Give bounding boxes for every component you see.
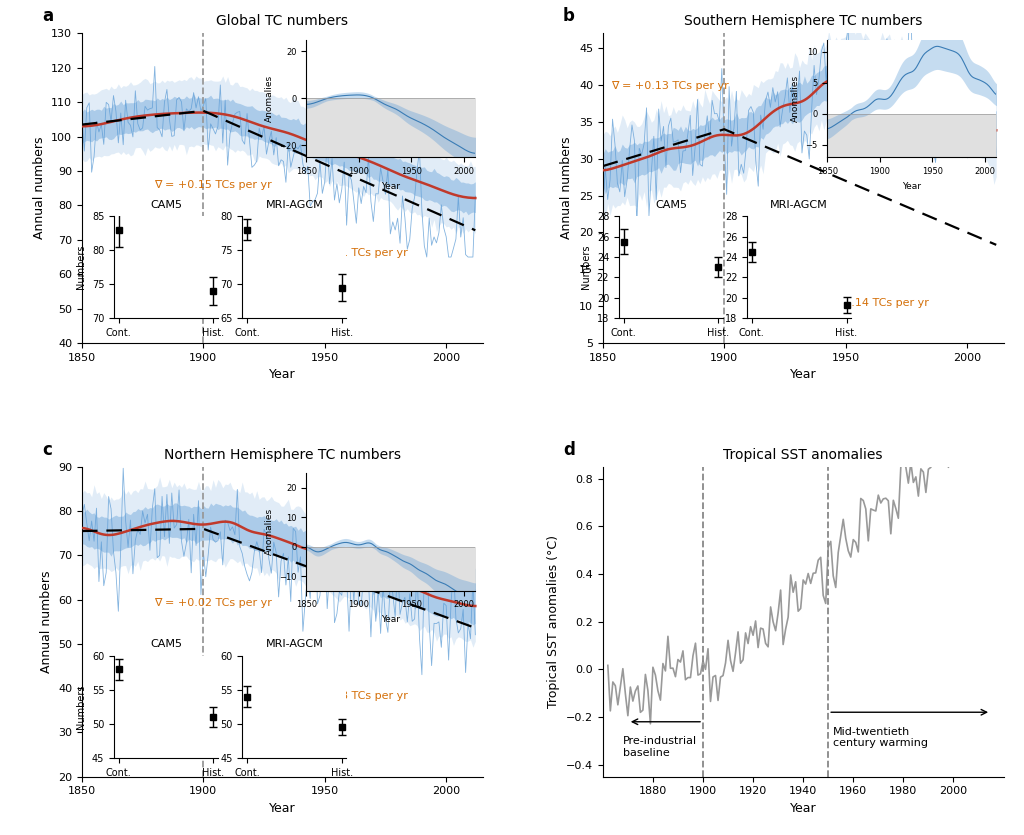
Title: Tropical SST anomalies: Tropical SST anomalies <box>723 448 883 462</box>
Title: Southern Hemisphere TC numbers: Southern Hemisphere TC numbers <box>684 14 923 28</box>
X-axis label: Year: Year <box>269 368 296 382</box>
Text: b: b <box>563 7 574 25</box>
Text: Mid-twentieth
century warming: Mid-twentieth century warming <box>834 726 928 748</box>
X-axis label: Year: Year <box>790 802 816 815</box>
Text: c: c <box>42 441 52 458</box>
Text: ∇ = −0.18 TCs per yr: ∇ = −0.18 TCs per yr <box>290 691 409 701</box>
X-axis label: Year: Year <box>269 802 296 815</box>
Y-axis label: Annual numbers: Annual numbers <box>33 137 45 240</box>
Y-axis label: Annual numbers: Annual numbers <box>40 570 52 673</box>
Y-axis label: Tropical SST anomalies (°C): Tropical SST anomalies (°C) <box>548 535 560 708</box>
X-axis label: Year: Year <box>790 368 816 382</box>
Y-axis label: Annual numbers: Annual numbers <box>560 137 573 240</box>
Title: Northern Hemisphere TC numbers: Northern Hemisphere TC numbers <box>164 448 400 462</box>
Text: ∇ = −0.14 TCs per yr: ∇ = −0.14 TCs per yr <box>811 298 929 308</box>
Text: ∇ = +0.02 TCs per yr: ∇ = +0.02 TCs per yr <box>154 598 272 608</box>
Text: d: d <box>563 441 574 458</box>
Text: a: a <box>42 7 53 25</box>
Text: ∇ = +0.13 TCs per yr: ∇ = +0.13 TCs per yr <box>611 81 729 91</box>
Title: Global TC numbers: Global TC numbers <box>216 14 348 28</box>
Text: ∇ = −0.31 TCs per yr: ∇ = −0.31 TCs per yr <box>290 248 408 258</box>
Text: Pre-industrial
baseline: Pre-industrial baseline <box>623 736 697 757</box>
Text: ∇ = +0.15 TCs per yr: ∇ = +0.15 TCs per yr <box>154 180 271 190</box>
